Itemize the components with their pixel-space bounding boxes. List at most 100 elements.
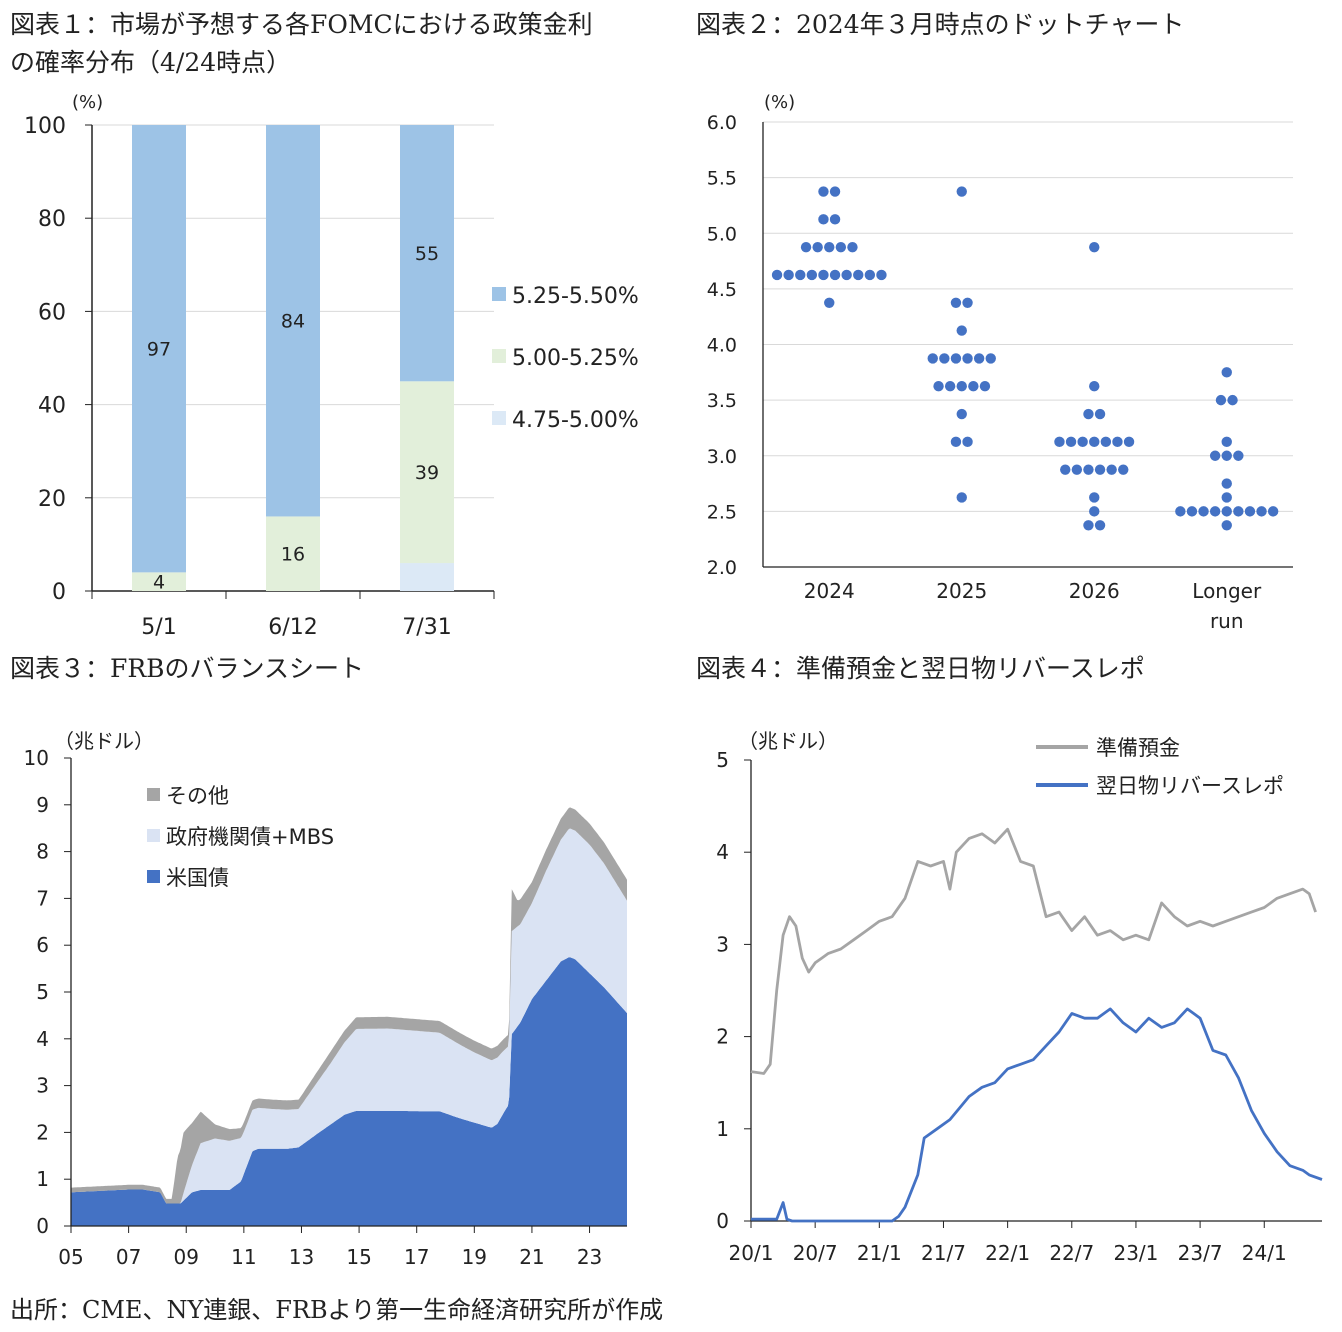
dot (956, 492, 967, 503)
dot (1221, 506, 1232, 517)
dot (829, 269, 841, 281)
x-tick-label: 2026 (1069, 579, 1120, 603)
y-tick-label: 3 (716, 932, 729, 956)
dot (1089, 492, 1100, 503)
legend-label: 5.00-5.25% (512, 346, 639, 371)
x-tick-label: 09 (174, 1245, 199, 1269)
dot (956, 408, 967, 420)
y-tick-label: 80 (38, 207, 66, 232)
bar-segment (132, 572, 186, 591)
dot (1198, 506, 1209, 517)
data-label: 97 (147, 339, 171, 361)
dot (1083, 408, 1094, 420)
x-tick-label: 13 (289, 1245, 314, 1269)
dot (1100, 436, 1112, 448)
y-tick-label: 60 (38, 300, 66, 325)
dot (950, 436, 962, 448)
dot (962, 353, 973, 364)
dot (1089, 381, 1100, 392)
legend-swatch (492, 349, 506, 363)
chart1-plot: 0 20 40 60 80 100 4 97 5/1 16 84 6/12 39 55 7/31 5.25-5… (24, 114, 639, 640)
dot (1083, 464, 1094, 475)
dot (771, 269, 783, 281)
bar-segment (400, 381, 454, 564)
chart4-title: 図表４：準備預金と翌日物リバースレポ (696, 654, 1145, 683)
dot (1221, 436, 1232, 448)
dot (1209, 450, 1221, 461)
dot (973, 353, 985, 364)
dot (1221, 478, 1232, 489)
y-tick-label: 3 (36, 1074, 49, 1098)
dot (818, 186, 829, 197)
legend-swatch (147, 870, 160, 883)
y-tick-label: 5.5 (707, 168, 737, 190)
dot (1175, 506, 1186, 517)
y-tick-label: 6.0 (707, 112, 737, 134)
data-label: 4 (153, 572, 165, 594)
bar-segment (400, 563, 454, 591)
y-tick-label: 40 (38, 394, 66, 419)
x-tick-label: 23/7 (1178, 1241, 1223, 1265)
y-tick-label: 2.0 (707, 557, 737, 579)
dot (1071, 464, 1083, 475)
dot (853, 269, 864, 281)
dot (1215, 394, 1227, 406)
y-tick-label: 4 (716, 840, 729, 864)
bar-segment (400, 125, 454, 382)
dot (1112, 436, 1123, 448)
y-tick-label: 1 (36, 1167, 49, 1191)
x-tick-label: 17 (404, 1245, 429, 1269)
dot (841, 269, 852, 281)
x-tick-label: 23 (577, 1245, 602, 1269)
dot (1094, 464, 1106, 475)
x-tick-label: 6/12 (268, 615, 317, 640)
data-label: 16 (281, 544, 305, 566)
dot (1089, 436, 1100, 448)
x-tick-label: 05 (58, 1245, 83, 1269)
data-label: 84 (281, 311, 305, 333)
dot (939, 353, 950, 364)
legend-label: 政府機関債+MBS (166, 825, 334, 849)
dot (985, 353, 996, 364)
y-tick-label: 0 (36, 1214, 49, 1238)
dot (1118, 464, 1129, 475)
dot (1094, 408, 1106, 420)
dot (962, 297, 973, 308)
legend-swatch (492, 287, 506, 301)
dot (824, 241, 835, 253)
dot (1065, 436, 1077, 448)
x-tick-label: Longer (1192, 579, 1262, 603)
dot (1089, 241, 1100, 253)
y-tick-label: 5 (716, 748, 729, 772)
dot (864, 269, 876, 281)
y-tick-label: 9 (36, 793, 49, 817)
dot (876, 269, 887, 281)
y-tick-label: 0 (716, 1209, 729, 1233)
dot (950, 353, 962, 364)
chart1-title-line2: の確率分布（4/24時点） (10, 48, 292, 77)
chart3-unit: （兆ドル） (54, 729, 154, 753)
y-tick-label: 6 (36, 933, 49, 957)
chart2-title: 図表２：2024年３月時点のドットチャート (696, 10, 1185, 39)
dot (1221, 520, 1232, 531)
dot (783, 269, 794, 281)
dot (1221, 450, 1232, 461)
y-tick-label: 5.0 (707, 223, 737, 245)
x-tick-label: 7/31 (402, 615, 451, 640)
bar-segment (266, 516, 320, 591)
dot (1233, 506, 1244, 517)
x-tick-label: 20/7 (793, 1241, 838, 1265)
dot (818, 214, 829, 225)
dot (956, 325, 967, 336)
dot (950, 297, 962, 308)
y-tick-label: 10 (24, 746, 49, 770)
dot (1083, 520, 1094, 531)
dot (1267, 506, 1279, 517)
x-tick-label: 2024 (804, 579, 855, 603)
data-label: 55 (415, 243, 439, 265)
x-tick-label: 23/1 (1113, 1241, 1158, 1265)
dot (800, 241, 812, 253)
source-note: 出所：CME、NY連銀、FRBより第一生命経済研究所が作成 (10, 1296, 664, 1324)
dot (1221, 492, 1232, 503)
